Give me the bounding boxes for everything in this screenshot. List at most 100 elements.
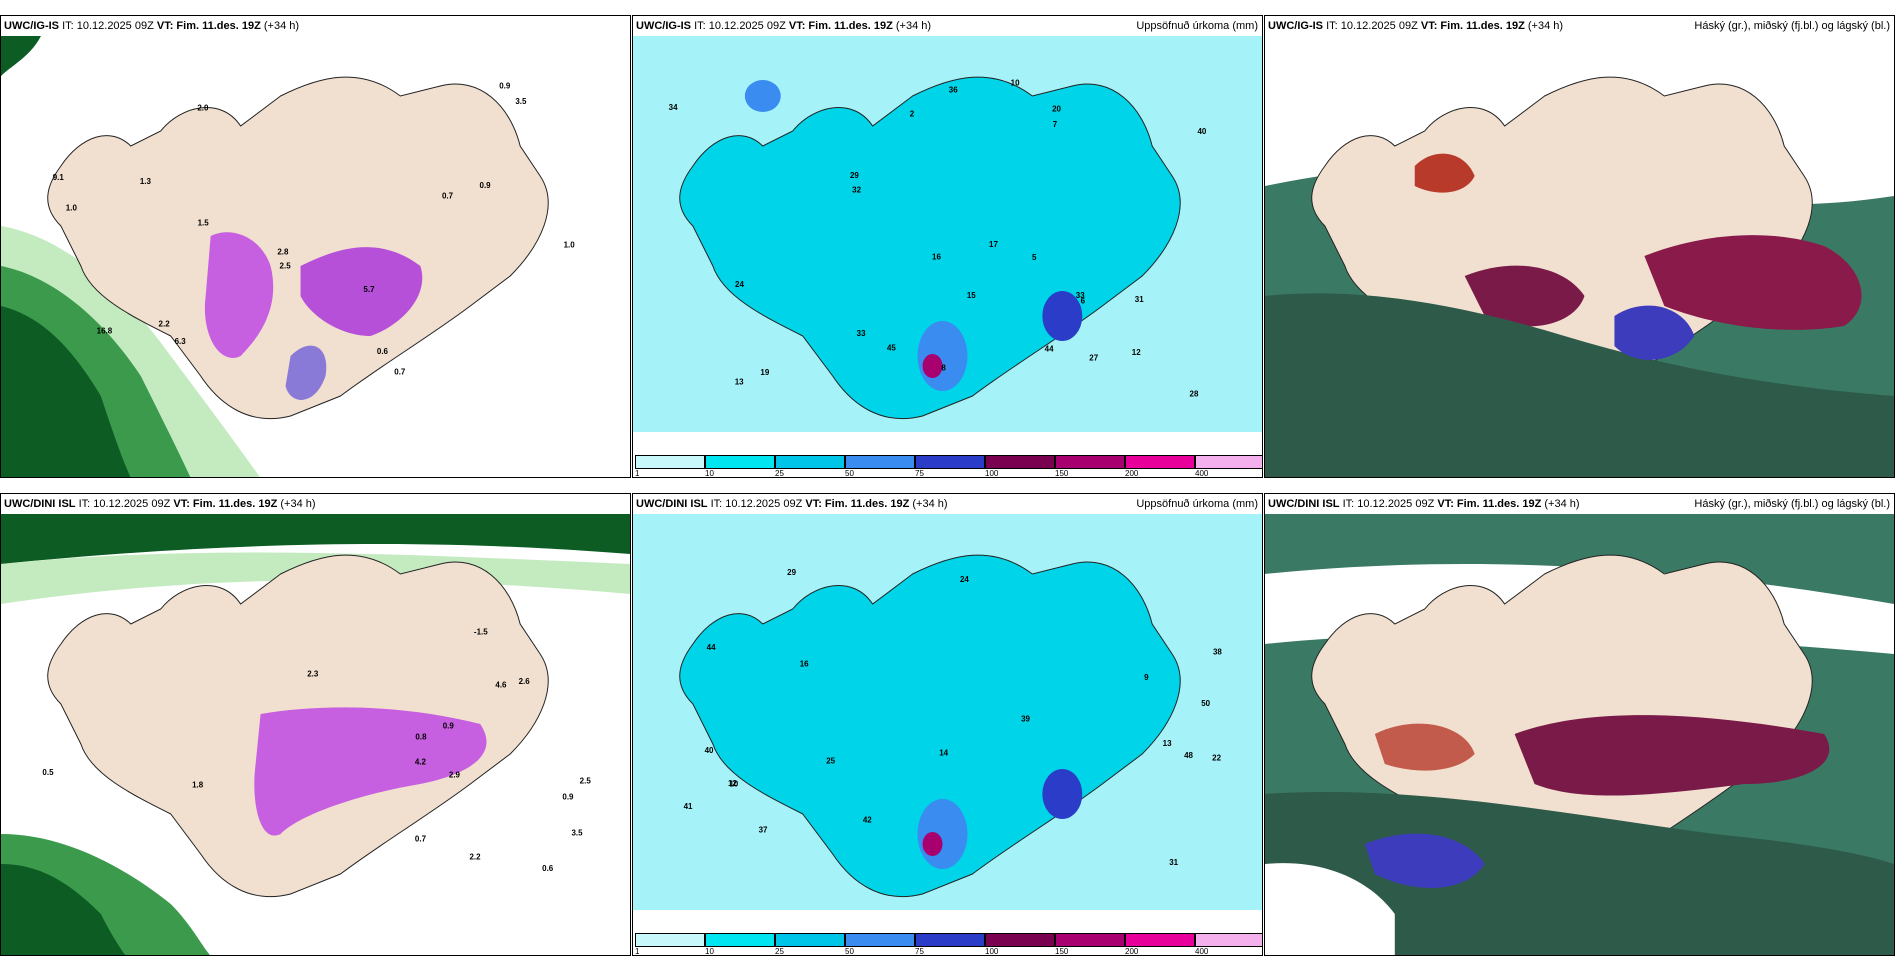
map-value-label: 40 xyxy=(1198,127,1207,136)
colorbar-tick-label: 50 xyxy=(845,947,854,956)
map-value-label: 12 xyxy=(728,779,737,788)
map-value-label: 0.9 xyxy=(443,721,455,730)
panel-ig-clouds: UWC/IG-IS IT: 10.12.2025 09Z VT: Fim. 11… xyxy=(1264,15,1895,478)
panel-header: UWC/IG-IS IT: 10.12.2025 09Z VT: Fim. 11… xyxy=(1265,16,1894,36)
map-value-label: 2.5 xyxy=(280,262,292,271)
map-value-label: 9.1 xyxy=(53,173,65,182)
map-value-label: 33 xyxy=(1076,291,1085,300)
map-value-label: 2.2 xyxy=(159,320,171,329)
map-precip[interactable]: 13 31 17 15 2 10 12 20 27 33 28 32 45 36 44 29 33 24 16 40 3… xyxy=(633,36,1262,432)
map-value-label: 15 xyxy=(967,291,976,300)
map-value-label: 0.6 xyxy=(542,864,554,873)
map-value-label: 0.7 xyxy=(415,834,427,843)
map-value-label: 50 xyxy=(1201,699,1210,708)
map-value-label: 20 xyxy=(1052,104,1061,113)
map-value-label: 48 xyxy=(1184,751,1193,760)
map-value-label: 39 xyxy=(1021,715,1030,724)
colorbar-tick-label: 400 xyxy=(1195,469,1209,478)
map-value-label: 4.2 xyxy=(415,758,427,767)
map-value-label: 5.7 xyxy=(363,285,375,294)
panel-header: UWC/IG-IS IT: 10.12.2025 09Z VT: Fim. 11… xyxy=(633,16,1262,36)
map-clouds[interactable] xyxy=(1265,36,1894,477)
map-value-label: 9 xyxy=(1144,673,1149,682)
panel-header: UWC/DINI ISL IT: 10.12.2025 09Z VT: Fim.… xyxy=(633,494,1262,514)
map-wind-temp[interactable]: 0.7 2.0 2.2 1.3 0.9 0.6 1.0 1.5 2.5 6.3 16.8 9.1 2.8… xyxy=(1,36,630,477)
map-value-label: 16 xyxy=(800,659,809,668)
colorbar-swatch xyxy=(1055,455,1125,469)
map-value-label: 2.8 xyxy=(277,247,289,256)
map-value-label: 28 xyxy=(1190,390,1199,399)
colorbar-tick-label: 25 xyxy=(775,469,784,478)
map-value-label: 44 xyxy=(1045,344,1054,353)
map-value-label: 25 xyxy=(826,756,835,765)
map-value-label: 1.0 xyxy=(564,240,576,249)
map-value-label: 2.6 xyxy=(519,677,531,686)
map-value-label: 29 xyxy=(787,568,796,577)
colorbar-tick-label: 200 xyxy=(1125,947,1139,956)
map-value-label: 22 xyxy=(1212,753,1221,762)
map-value-label: 2.0 xyxy=(197,103,209,112)
map-value-label: 36 xyxy=(949,85,958,94)
map-value-label: 2.2 xyxy=(469,852,481,861)
colorbar-tick-label: 100 xyxy=(985,947,999,956)
map-value-label: 0.9 xyxy=(480,181,492,190)
map-value-label: 37 xyxy=(759,825,768,834)
map-value-label: 34 xyxy=(669,103,678,112)
map-value-label: 13 xyxy=(735,378,744,387)
map-value-label: 0.8 xyxy=(415,733,427,742)
map-value-label: 31 xyxy=(1135,295,1144,304)
map-value-label: 3.5 xyxy=(515,97,527,106)
map-value-label: 14 xyxy=(939,748,948,757)
map-value-label: 32 xyxy=(852,185,861,194)
panel-header: UWC/IG-IS IT: 10.12.2025 09Z VT: Fim. 11… xyxy=(1,16,630,36)
map-value-label: 12 xyxy=(1132,348,1141,357)
map-value-label: 10 xyxy=(1011,78,1020,87)
colorbar-swatch xyxy=(1195,933,1262,947)
colorbar-tick-label: 100 xyxy=(985,469,999,478)
colorbar-tick-label: 25 xyxy=(775,947,784,956)
map-value-label: 1.0 xyxy=(66,203,78,212)
colorbar-tick-label: 1 xyxy=(635,469,640,478)
colorbar-swatch xyxy=(635,933,705,947)
panel-ig-wind: UWC/IG-IS IT: 10.12.2025 09Z VT: Fim. 11… xyxy=(0,15,631,478)
panel-dini-wind: UWC/DINI ISL IT: 10.12.2025 09Z VT: Fim.… xyxy=(0,493,631,956)
map-value-label: 2.9 xyxy=(449,770,461,779)
panel-header: UWC/DINI ISL IT: 10.12.2025 09Z VT: Fim.… xyxy=(1,494,630,514)
map-value-label: 16.8 xyxy=(97,327,113,336)
colorbar: 1 10 25 50 75 100 150 200 400 xyxy=(633,453,1262,477)
map-value-label: 4.6 xyxy=(495,680,507,689)
colorbar-swatch xyxy=(705,455,775,469)
map-clouds[interactable] xyxy=(1265,514,1894,955)
map-value-label: 24 xyxy=(960,575,969,584)
map-value-label: 44 xyxy=(707,643,716,652)
map-value-label: 2 xyxy=(910,109,915,118)
panel-header: UWC/DINI ISL IT: 10.12.2025 09Z VT: Fim.… xyxy=(1265,494,1894,514)
colorbar-swatch xyxy=(915,933,985,947)
map-value-label: 45 xyxy=(887,343,896,352)
map-value-label: 10 xyxy=(729,780,738,789)
map-value-label: 1.3 xyxy=(140,177,152,186)
colorbar-swatch xyxy=(1125,933,1195,947)
map-precip[interactable]: 16 10 44 42 48 50 31 25 37 29 24 41 39 38 13 14 22 40 12 9 xyxy=(633,514,1262,910)
map-wind-temp[interactable]: 4.2 2.5 4.6 0.9 0.7 -1.5 2.6 2.3 3.5 2.2 0.9 0.8 0.5… xyxy=(1,514,630,955)
colorbar-swatch xyxy=(635,455,705,469)
map-value-label: 13 xyxy=(1163,739,1172,748)
map-value-label: 40 xyxy=(705,746,714,755)
map-value-label: 5 xyxy=(1032,253,1037,262)
colorbar-swatch xyxy=(915,455,985,469)
map-value-label: 1.8 xyxy=(192,781,204,790)
map-value-label: 38 xyxy=(1213,647,1222,656)
colorbar-swatch xyxy=(1125,455,1195,469)
colorbar-swatch xyxy=(845,455,915,469)
colorbar-tick-label: 150 xyxy=(1055,469,1069,478)
map-value-label: 7 xyxy=(1053,120,1058,129)
colorbar-tick-label: 150 xyxy=(1055,947,1069,956)
panel-dini-clouds: UWC/DINI ISL IT: 10.12.2025 09Z VT: Fim.… xyxy=(1264,493,1895,956)
colorbar-tick-label: 75 xyxy=(915,469,924,478)
map-value-label: 6.3 xyxy=(175,337,187,346)
map-value-label: 0.5 xyxy=(42,768,54,777)
colorbar-swatch xyxy=(775,455,845,469)
colorbar-swatch xyxy=(845,933,915,947)
map-value-label: 0.6 xyxy=(377,347,389,356)
colorbar-swatch xyxy=(1195,455,1262,469)
